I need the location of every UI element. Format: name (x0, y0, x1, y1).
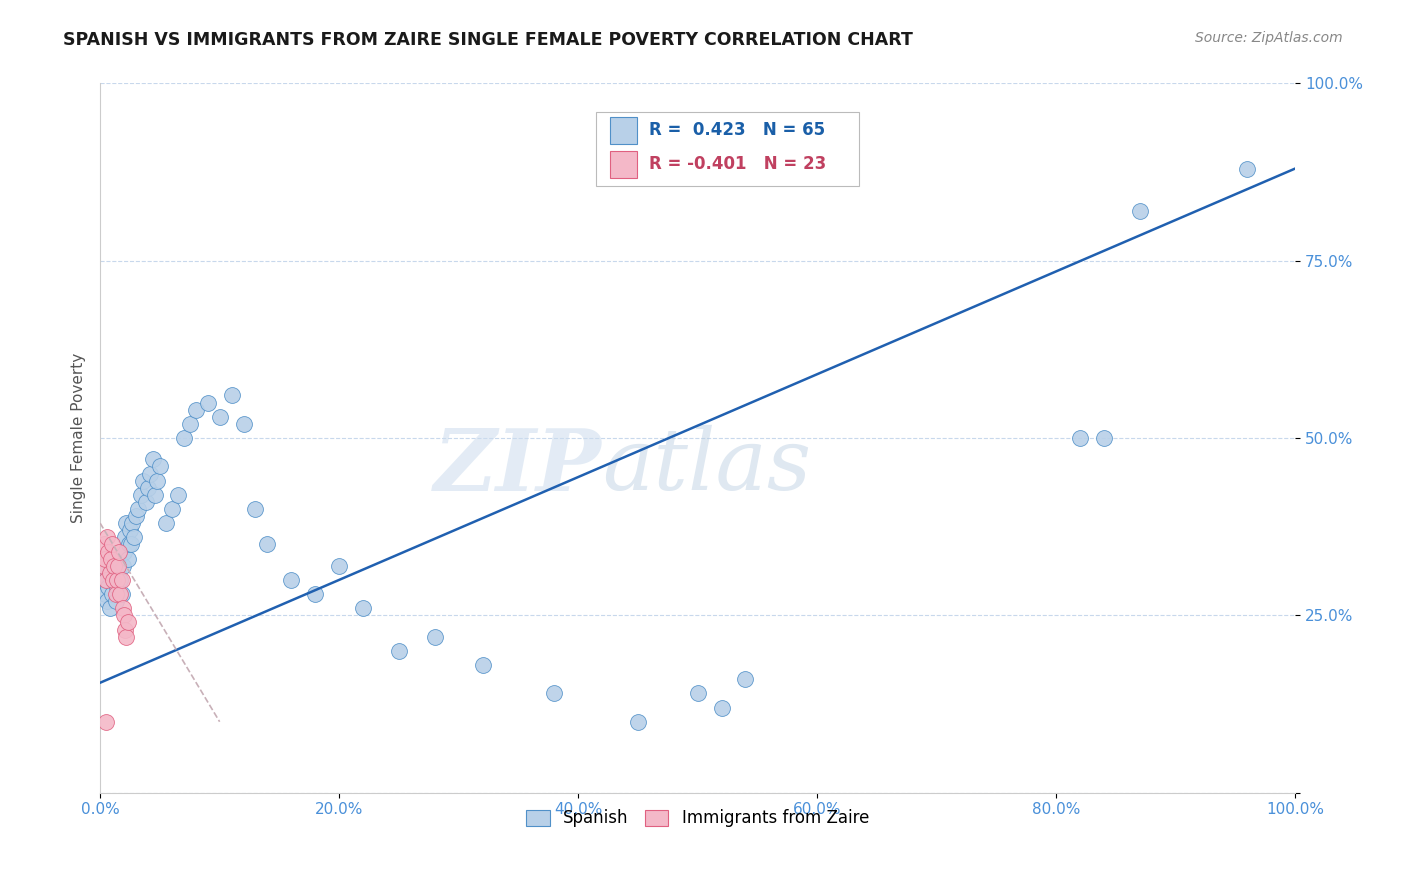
Text: SPANISH VS IMMIGRANTS FROM ZAIRE SINGLE FEMALE POVERTY CORRELATION CHART: SPANISH VS IMMIGRANTS FROM ZAIRE SINGLE … (63, 31, 912, 49)
Bar (610, 151, 637, 178)
Point (121, 516, 143, 530)
Point (101, 587, 124, 601)
Point (142, 452, 165, 467)
Point (103, 573, 125, 587)
Text: atlas: atlas (602, 425, 811, 508)
Point (122, 530, 145, 544)
Point (245, 502, 267, 516)
Bar (610, 117, 637, 144)
Point (118, 537, 141, 551)
Text: R =  0.423   N = 65: R = 0.423 N = 65 (648, 121, 825, 139)
Point (111, 587, 134, 601)
Point (93, 558, 115, 573)
Point (105, 573, 128, 587)
Point (1236, 161, 1258, 176)
Point (256, 537, 278, 551)
Point (91, 558, 114, 573)
Point (101, 537, 124, 551)
Point (98, 601, 121, 615)
Point (304, 587, 326, 601)
Point (104, 594, 127, 608)
Point (1129, 204, 1152, 219)
Point (107, 558, 129, 573)
Point (94, 587, 117, 601)
Point (103, 558, 125, 573)
Point (143, 488, 166, 502)
Point (94, 573, 117, 587)
Point (1092, 431, 1115, 445)
Point (103, 573, 125, 587)
Point (543, 686, 565, 700)
Point (352, 601, 374, 615)
Point (111, 573, 134, 587)
Point (94, 573, 117, 587)
Point (135, 495, 157, 509)
Point (94, 714, 117, 729)
Point (108, 551, 131, 566)
Text: R = -0.401   N = 23: R = -0.401 N = 23 (648, 155, 825, 173)
Point (166, 488, 188, 502)
Point (104, 587, 127, 601)
Point (136, 481, 159, 495)
Point (117, 551, 139, 566)
Point (115, 516, 138, 530)
Point (110, 587, 132, 601)
Point (139, 467, 162, 481)
Point (388, 644, 411, 658)
Point (734, 672, 756, 686)
Point (155, 516, 177, 530)
Point (132, 474, 155, 488)
Point (423, 630, 446, 644)
Point (114, 530, 136, 544)
Point (112, 608, 135, 623)
Point (108, 544, 131, 558)
Point (197, 395, 219, 409)
Point (184, 402, 207, 417)
Point (97, 580, 120, 594)
Point (117, 615, 139, 630)
Point (627, 714, 650, 729)
Point (232, 417, 254, 431)
Point (125, 509, 148, 524)
Point (118, 523, 141, 537)
Point (103, 558, 125, 573)
Point (100, 551, 122, 566)
Point (107, 566, 129, 580)
Point (96, 530, 118, 544)
Y-axis label: Single Female Poverty: Single Female Poverty (72, 353, 86, 524)
Point (98, 566, 121, 580)
Point (208, 409, 231, 424)
Text: Source: ZipAtlas.com: Source: ZipAtlas.com (1195, 31, 1343, 45)
Point (179, 417, 201, 431)
Point (221, 388, 243, 402)
Point (1069, 431, 1091, 445)
Point (110, 573, 132, 587)
Point (146, 474, 169, 488)
Point (93, 537, 115, 551)
Point (129, 488, 152, 502)
Point (280, 573, 302, 587)
Point (94, 551, 117, 566)
Point (160, 502, 183, 516)
Point (173, 431, 195, 445)
Point (97, 544, 120, 558)
Point (686, 686, 709, 700)
Point (105, 580, 128, 594)
Point (471, 658, 494, 673)
Point (115, 630, 138, 644)
Point (112, 544, 135, 558)
Point (111, 558, 134, 573)
Point (111, 601, 134, 615)
Legend: Spanish, Immigrants from Zaire: Spanish, Immigrants from Zaire (520, 803, 876, 834)
Point (96, 594, 118, 608)
Point (328, 558, 350, 573)
FancyBboxPatch shape (596, 112, 859, 186)
Text: ZIP: ZIP (434, 425, 602, 508)
Point (149, 459, 172, 474)
Point (100, 566, 122, 580)
Point (120, 537, 142, 551)
Point (710, 700, 733, 714)
Point (127, 502, 149, 516)
Point (114, 623, 136, 637)
